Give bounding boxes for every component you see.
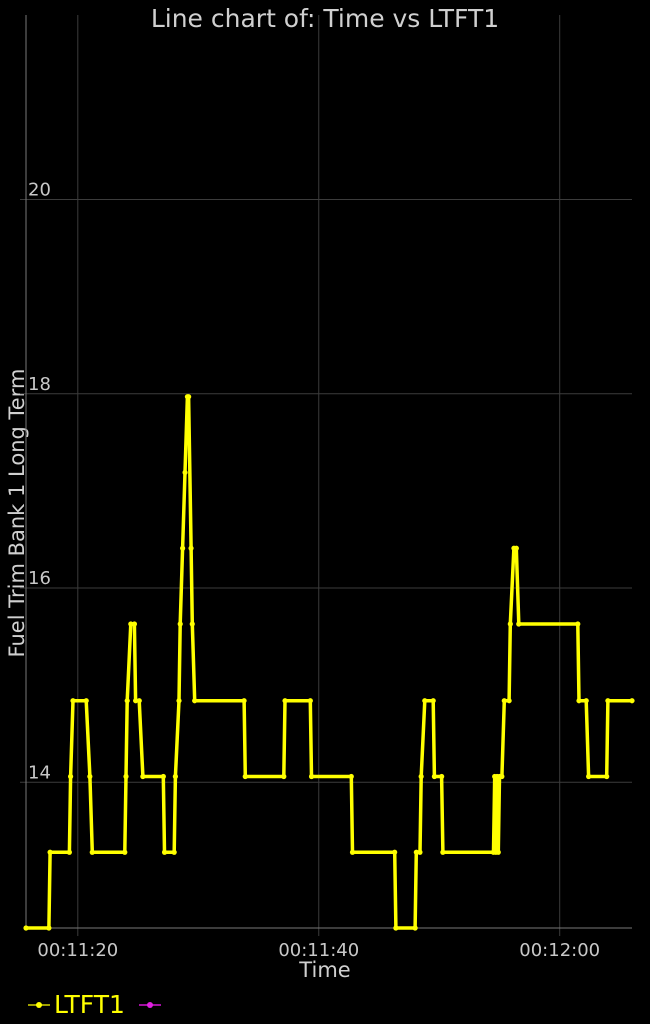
data-point <box>348 773 354 780</box>
x-tick-label: 00:12:00 <box>519 940 600 961</box>
data-point <box>122 849 128 855</box>
data-point <box>140 773 146 780</box>
x-tick-label: 00:11:20 <box>37 940 118 961</box>
data-point <box>516 621 522 627</box>
data-point <box>439 773 445 780</box>
legend-label-ltft1: LTFT1 <box>54 990 125 1019</box>
data-point <box>133 698 139 704</box>
data-point <box>83 698 89 704</box>
data-point <box>188 545 194 551</box>
data-point <box>422 698 428 704</box>
y-tick-label: 20 <box>28 180 51 201</box>
data-point <box>131 621 138 627</box>
data-point <box>67 773 74 780</box>
data-point <box>417 849 423 855</box>
data-point <box>176 698 182 704</box>
data-point <box>629 698 635 704</box>
data-point <box>392 849 398 855</box>
data-point <box>282 698 288 704</box>
data-point <box>393 925 399 931</box>
data-point <box>507 621 513 627</box>
data-point <box>583 698 589 704</box>
data-point <box>241 698 247 704</box>
legend: LTFT1 <box>28 990 161 1020</box>
data-point <box>23 925 29 931</box>
data-point <box>89 849 95 855</box>
data-point <box>440 849 446 855</box>
data-point <box>186 394 192 400</box>
data-point <box>46 925 52 931</box>
data-point <box>418 773 424 780</box>
y-tick-label: 16 <box>28 568 51 589</box>
x-tick-label: 00:11:40 <box>278 940 359 961</box>
data-point <box>47 849 53 855</box>
data-point <box>575 621 581 627</box>
data-point <box>70 698 76 704</box>
data-point <box>192 698 198 704</box>
x-axis-label: Time <box>299 958 351 982</box>
data-point <box>128 621 134 627</box>
series-line-ltft1 <box>26 394 632 930</box>
data-point <box>431 773 438 780</box>
data-point <box>576 698 582 704</box>
data-point <box>172 773 178 780</box>
data-point <box>586 773 592 780</box>
y-tick-label: 18 <box>28 374 51 395</box>
data-point <box>182 469 188 476</box>
legend-marker-series-2 <box>138 1002 161 1008</box>
data-point <box>171 849 177 855</box>
data-point <box>413 849 419 855</box>
data-point <box>87 773 93 780</box>
data-point <box>189 621 195 627</box>
legend-marker-ltft1 <box>28 1002 50 1008</box>
data-point <box>499 773 505 780</box>
data-point <box>506 698 512 704</box>
data-point <box>281 773 287 780</box>
chart-title: Line chart of: Time vs LTFT1 <box>150 4 500 33</box>
data-point <box>123 773 129 780</box>
data-point <box>308 773 315 780</box>
data-point <box>66 849 72 855</box>
data-point <box>177 621 183 627</box>
data-point <box>242 773 248 780</box>
y-tick-label: 14 <box>28 762 51 783</box>
data-point <box>604 773 610 780</box>
data-point <box>501 698 507 704</box>
data-point <box>307 698 313 704</box>
data-point <box>160 773 166 780</box>
data-point <box>605 698 611 704</box>
data-point <box>161 849 168 855</box>
data-point <box>430 698 436 704</box>
data-point <box>349 849 356 855</box>
data-point <box>124 698 130 704</box>
data-point <box>495 849 501 855</box>
data-point <box>180 545 186 551</box>
data-point <box>412 925 418 931</box>
data-point <box>136 698 142 704</box>
data-point <box>513 545 519 551</box>
